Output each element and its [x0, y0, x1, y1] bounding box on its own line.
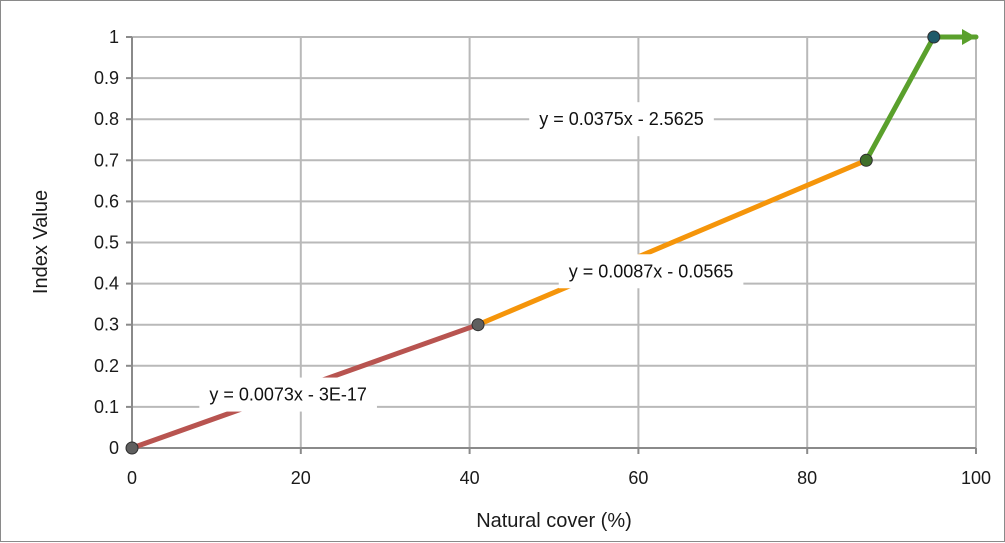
- y-tick-label: 0.9: [94, 68, 119, 88]
- equation-text: y = 0.0375x - 2.5625: [539, 109, 704, 129]
- equation-label-1: y = 0.0073x - 3E-17: [199, 377, 377, 412]
- y-tick-label: 0: [109, 438, 119, 458]
- data-point: [859, 153, 873, 167]
- y-tick-label: 0.6: [94, 191, 119, 211]
- x-tick-label: 80: [797, 468, 817, 488]
- x-axis-title: Natural cover (%): [476, 510, 632, 532]
- data-point: [927, 30, 941, 44]
- equation-annotations: y = 0.0073x - 3E-17 y = 0.0087x - 0.0565 y…: [199, 102, 744, 412]
- y-tick-label: 0.4: [94, 274, 119, 294]
- y-tick-label: 0.8: [94, 109, 119, 129]
- x-tick-label: 20: [291, 468, 311, 488]
- x-tick-label: 60: [628, 468, 648, 488]
- data-points: [125, 30, 941, 455]
- x-tick-label: 100: [961, 468, 991, 488]
- x-tick-labels: 0 20 40 60 80 100: [127, 468, 991, 488]
- series-line-3: [863, 34, 937, 163]
- y-tick-label: 0.5: [94, 233, 119, 253]
- y-tick-label: 0.1: [94, 397, 119, 417]
- equation-text: y = 0.0073x - 3E-17: [209, 385, 367, 405]
- series-line-2: [475, 157, 869, 328]
- x-tick-label: 40: [460, 468, 480, 488]
- y-tick-label: 0.3: [94, 315, 119, 335]
- equation-label-box: [558, 254, 744, 289]
- arrow-head: [962, 29, 976, 45]
- equation-label-3: y = 0.0375x - 2.5625: [529, 102, 714, 137]
- data-point: [125, 441, 139, 455]
- y-tick-labels: 0 0.1 0.2 0.3 0.4 0.5 0.6 0.7 0.8 0.9 1: [94, 27, 119, 458]
- equation-label-box: [529, 102, 714, 137]
- y-axis-title: Index Value: [30, 190, 52, 294]
- data-point: [471, 318, 485, 332]
- equation-label-box: [199, 377, 377, 412]
- y-tick-label: 1: [109, 27, 119, 47]
- y-tick-label: 0.7: [94, 150, 119, 170]
- equation-text: y = 0.0087x - 0.0565: [569, 261, 734, 281]
- equation-label-2: y = 0.0087x - 0.0565: [558, 254, 744, 289]
- y-tick-label: 0.2: [94, 356, 119, 376]
- x-tick-label: 0: [127, 468, 137, 488]
